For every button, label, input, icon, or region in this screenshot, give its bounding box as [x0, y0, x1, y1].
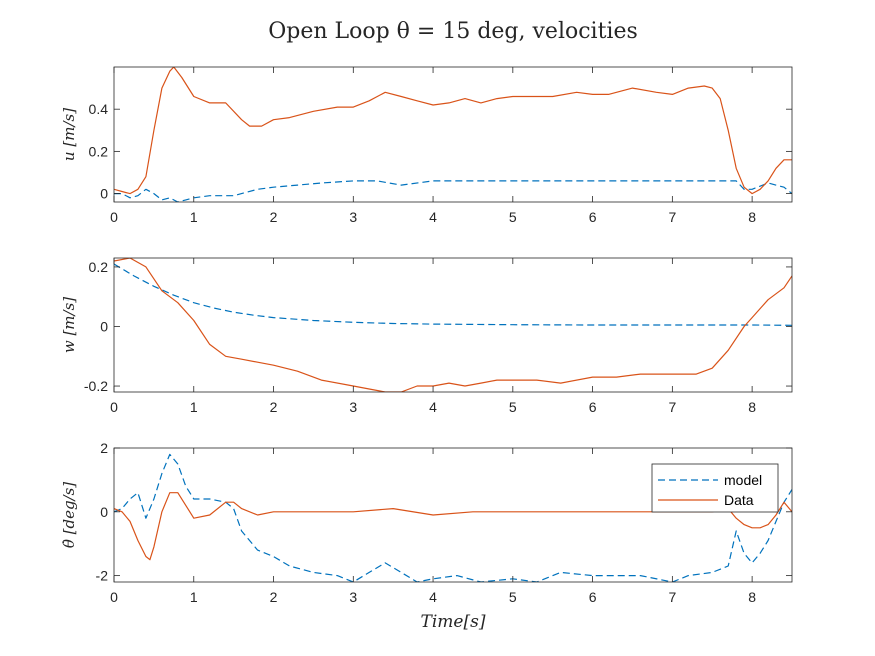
x-tick-label: 3: [349, 399, 357, 415]
x-tick-label: 3: [349, 209, 357, 225]
x-tick-label: 7: [668, 589, 676, 605]
x-tick-label: 8: [748, 209, 756, 225]
series-line-model-2: [114, 263, 792, 326]
x-tick-label: 6: [589, 589, 597, 605]
x-tick-label: 8: [748, 589, 756, 605]
series-line-data-3: [114, 492, 792, 561]
series-line-data-1: [114, 67, 792, 195]
legend-box: [651, 463, 779, 513]
x-tick-label: 6: [589, 399, 597, 415]
chart-title: Open Loop θ = 15 deg, velocities: [268, 19, 638, 44]
x-tick-label: 7: [668, 209, 676, 225]
x-tick-label: 2: [270, 399, 278, 415]
axes-box-1: [113, 66, 793, 203]
x-tick-label: 1: [190, 589, 198, 605]
y-tick-label: 0: [100, 504, 108, 520]
x-tick-label: 5: [509, 589, 517, 605]
x-axis-label: Time[s]: [421, 612, 486, 632]
x-tick-label: 0: [110, 399, 118, 415]
x-tick-label: 4: [429, 399, 437, 415]
y-tick-label: -2: [96, 568, 109, 584]
series-line-model-3: [114, 453, 792, 582]
x-tick-label: 4: [429, 589, 437, 605]
y-tick-label: 0: [100, 318, 108, 334]
x-tick-label: 2: [270, 589, 278, 605]
subplots: 0 1 2 3 4 5 6 7 800.20.4u [m/s]0 1 2 3 4 5 6 7 8-0.200.2…: [60, 66, 793, 605]
y-axis-label-3: θ̇ [deg/s]: [60, 482, 78, 548]
series-line-data-2: [114, 258, 792, 392]
subplot-1: 0 1 2 3 4 5 6 7 8 0 0.2 0.4 u [m/s]: [60, 66, 793, 225]
axes-box-3: [113, 447, 793, 583]
x-tick-label: 1: [190, 399, 198, 415]
x-tick-label: 0: [110, 209, 118, 225]
legend-model-label: model: [724, 472, 762, 488]
x-tick-label: 5: [509, 399, 517, 415]
legend: model Data: [651, 463, 779, 513]
y-tick-label: 0.4: [89, 101, 109, 117]
y-tick-label: 0: [100, 186, 108, 202]
x-tick-label: 5: [509, 209, 517, 225]
axes-box-2: [113, 257, 793, 393]
subplot-2: 0 1 2 3 4 5 6 7 8-0.200.2w [m/s]: [60, 257, 793, 415]
y-tick-label: 0.2: [89, 143, 109, 159]
y-tick-label: 0.2: [89, 259, 109, 275]
x-tick-label: 4: [429, 209, 437, 225]
x-tick-label: 2: [270, 209, 278, 225]
series-line-model-1: [114, 180, 792, 202]
x-tick-label: 6: [589, 209, 597, 225]
legend-data-label: Data: [724, 492, 754, 508]
y-tick-label: 2: [100, 440, 108, 456]
x-tick-label: 3: [349, 589, 357, 605]
y-tick-label: -0.2: [84, 378, 108, 394]
x-tick-label: 1: [190, 209, 198, 225]
y-axis-label-1: u [m/s]: [60, 108, 78, 161]
x-tick-label: 8: [748, 399, 756, 415]
y-axis-label-2: w [m/s]: [60, 297, 78, 353]
x-tick-label: 0: [110, 589, 118, 605]
x-tick-label: 7: [668, 399, 676, 415]
